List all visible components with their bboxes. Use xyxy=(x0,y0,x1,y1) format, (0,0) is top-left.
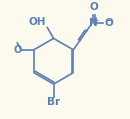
Text: OH: OH xyxy=(29,17,46,27)
Text: N: N xyxy=(89,18,98,28)
Text: Br: Br xyxy=(47,97,60,107)
Text: O: O xyxy=(89,2,98,12)
Text: O: O xyxy=(13,45,21,55)
Text: O: O xyxy=(104,18,113,28)
Text: +: + xyxy=(92,16,99,25)
Text: −: − xyxy=(104,16,112,25)
